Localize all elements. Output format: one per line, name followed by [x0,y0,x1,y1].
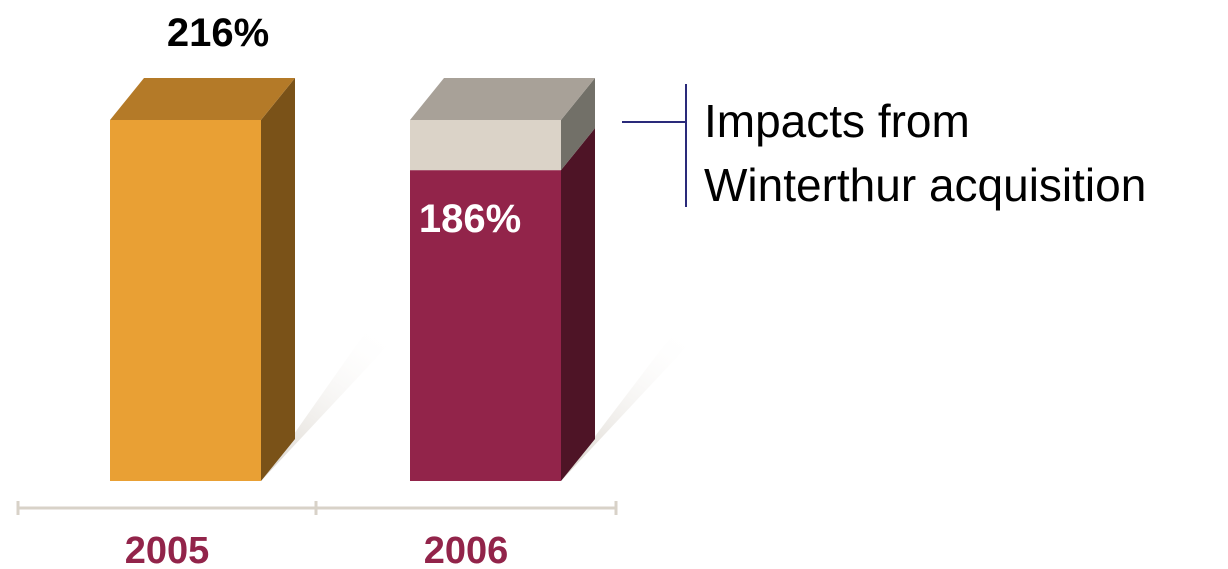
bar-2006-impact-side [561,78,595,171]
bar-2006-impact-front [410,120,561,171]
bar-2006-base-front [410,170,561,481]
bar-shadows [261,310,721,481]
annotation-line-1: Impacts from [704,95,970,147]
bar-2005-side [261,78,295,481]
bar-2005-front [110,120,261,481]
bar-2005-top [110,78,295,120]
x-axis [16,501,618,515]
bars [110,78,595,481]
bar-shadow-2005 [261,310,421,481]
value-label-2006: 186% [419,197,521,241]
value-label-2005: 216% [167,11,269,55]
bar-2006-top [410,78,595,120]
bar-shadow-2006 [561,310,721,481]
category-label-2005: 2005 [125,530,210,569]
bar-2006-base-side [561,128,595,481]
winterthur-annotation: Impacts from Winterthur acquisition [622,84,1146,211]
annotation-line-2: Winterthur acquisition [704,159,1146,211]
category-label-2006: 2006 [424,530,509,569]
